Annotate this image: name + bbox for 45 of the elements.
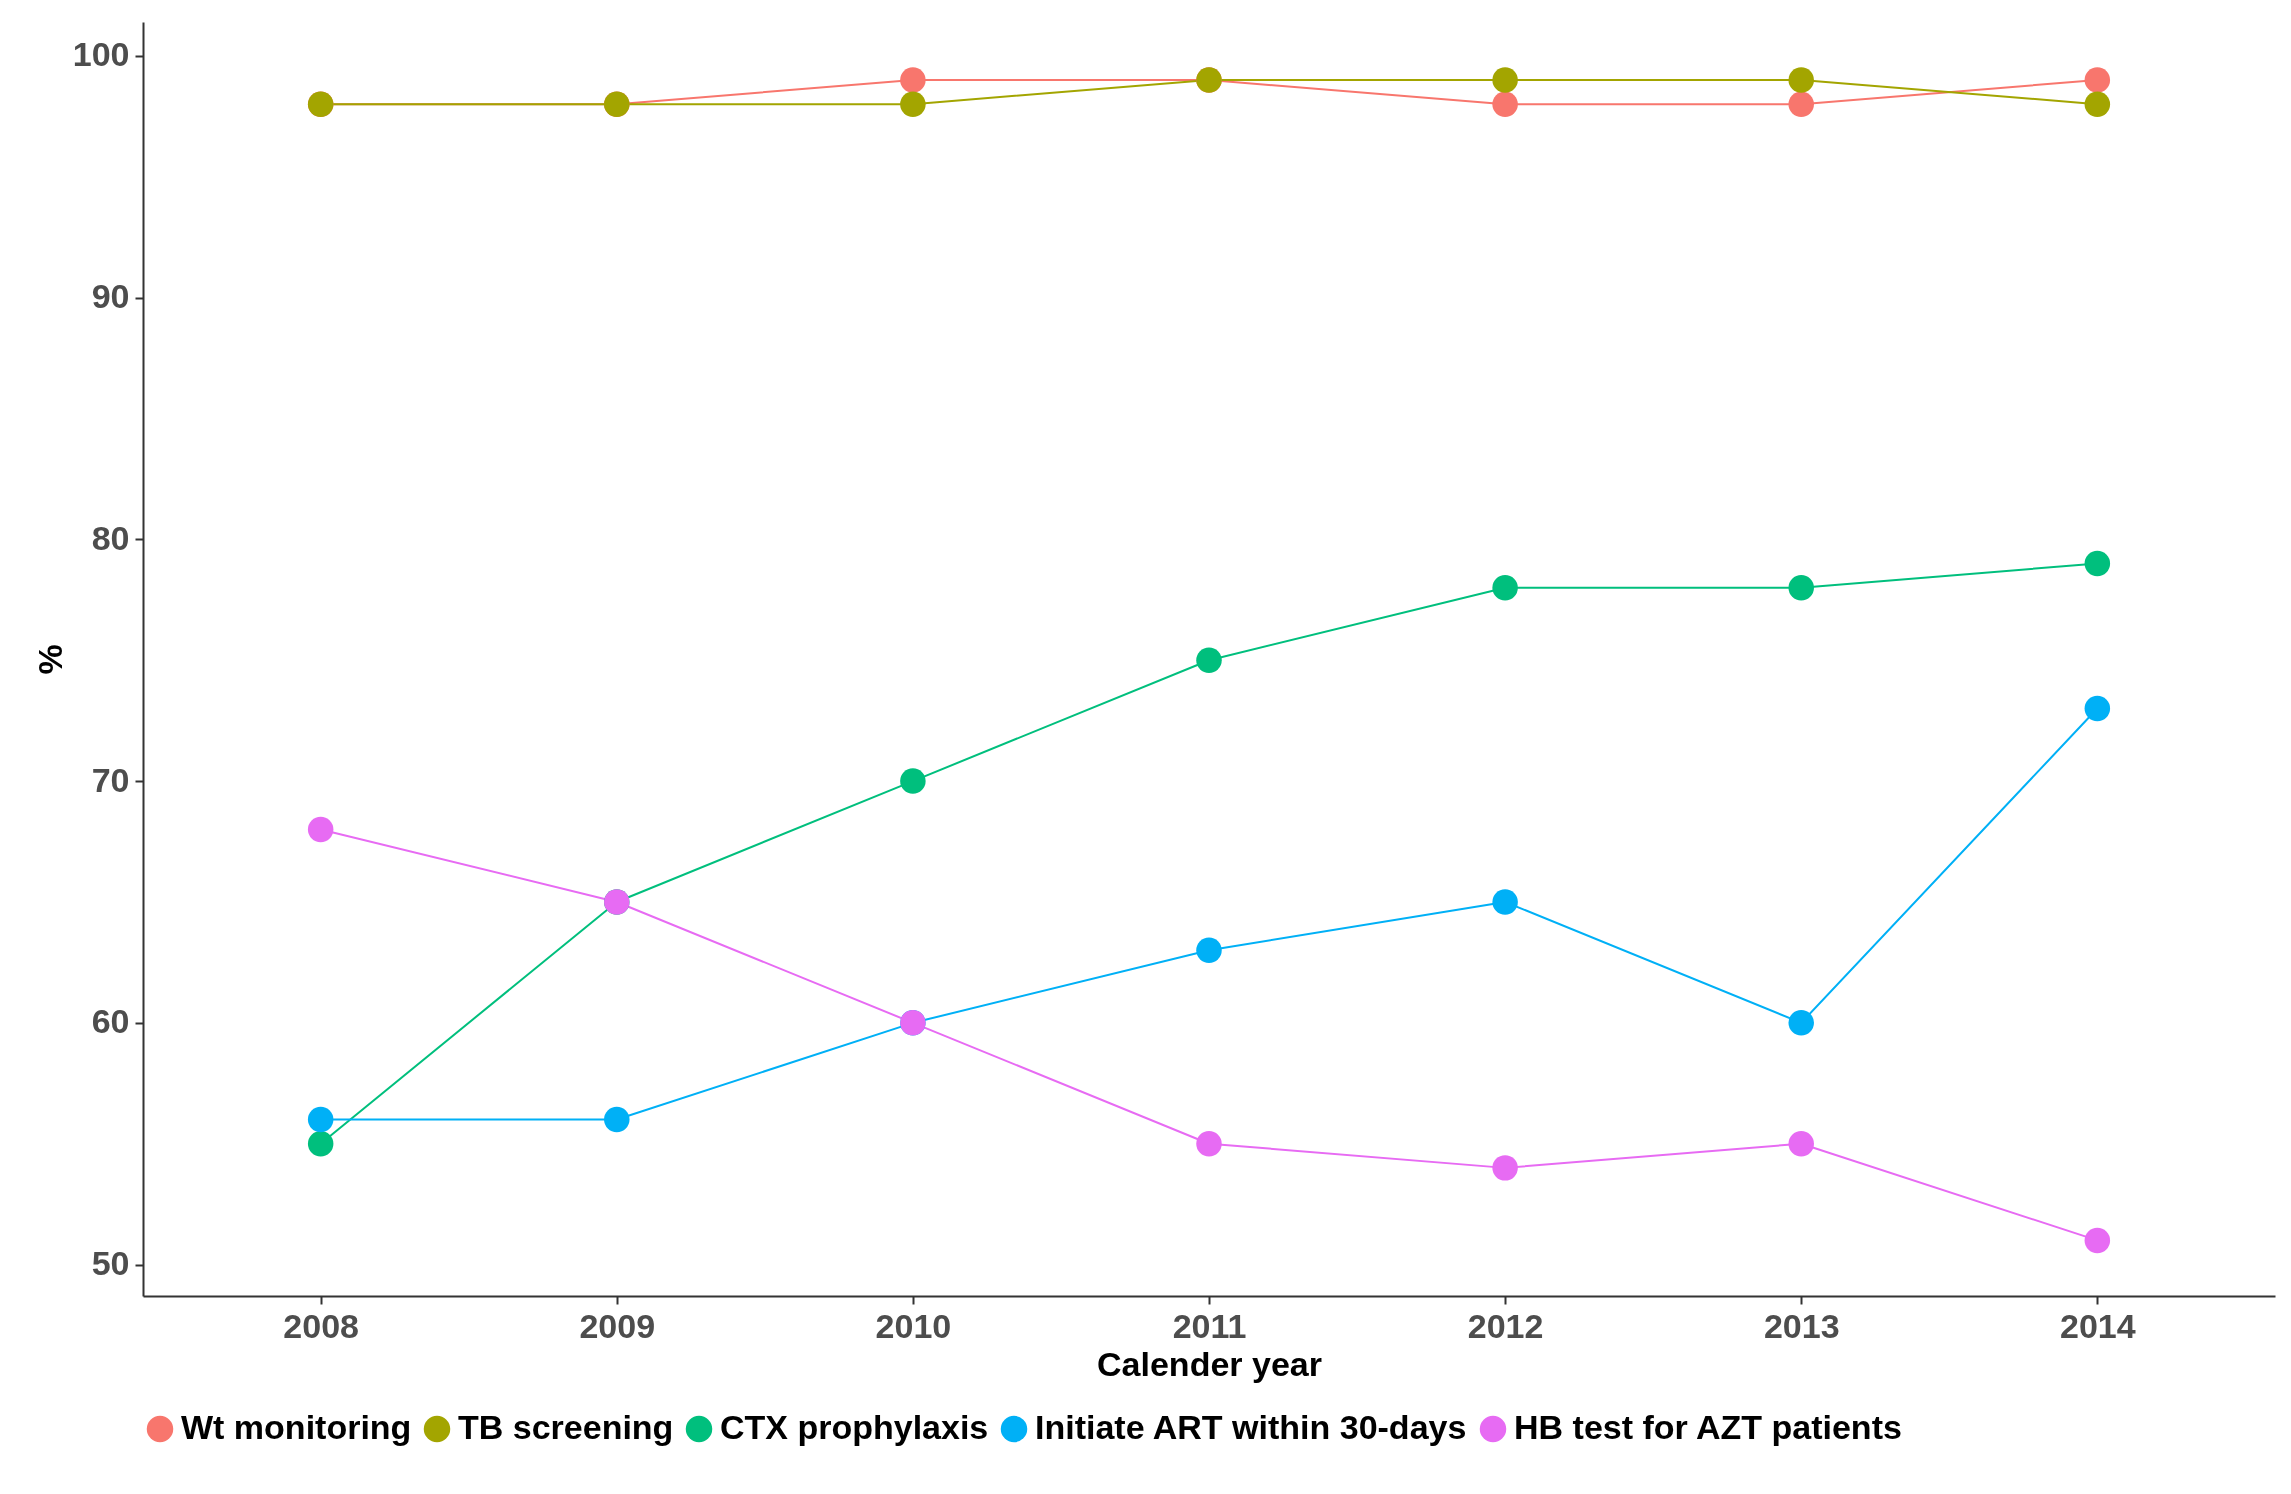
x-tick-label: 2011 [1172,1306,1247,1345]
x-tick-label: 2010 [875,1306,952,1345]
point [1196,937,1222,964]
point [307,816,334,843]
x-axis-title: Calender year [1097,1344,1322,1383]
point [900,91,926,117]
point [1788,1010,1814,1036]
point [1788,67,1814,93]
point [2084,550,2111,577]
legend-label: Initiate ART within 30-days [1035,1408,1467,1446]
x-tick-label: 2013 [1763,1306,1840,1345]
point [1788,1130,1814,1157]
point [2084,1227,2111,1254]
point [2084,67,2111,93]
point [1788,91,1814,117]
x-tick-label: 2009 [579,1306,656,1345]
legend-label: CTX prophylaxis [720,1408,989,1446]
y-tick-label: 60 [91,1002,130,1041]
point [604,1106,630,1133]
point [1492,574,1518,601]
point [307,1130,334,1157]
point [1196,647,1222,673]
legend-label: Wt monitoring [181,1408,412,1446]
y-tick-label: 80 [91,518,130,557]
point [2084,91,2111,117]
point [2084,695,2111,722]
y-axis-title: % [30,644,69,675]
point [900,768,926,794]
legend-label: TB screening [458,1408,674,1446]
point [900,67,926,93]
point [1196,1130,1222,1157]
point [1788,574,1814,601]
point [307,1106,334,1133]
legend-label: HB test for AZT patients [1514,1408,1902,1446]
x-tick-label: 2014 [2060,1306,2136,1345]
y-tick-label: 90 [91,277,130,316]
point [1492,889,1518,915]
point [1492,67,1518,93]
point [1492,1155,1518,1181]
x-tick-label: 2012 [1467,1306,1544,1345]
y-tick-label: 70 [91,760,130,799]
y-tick-label: 100 [72,35,130,74]
x-tick-label: 2008 [283,1306,359,1345]
point [1492,91,1518,117]
y-tick-label: 50 [91,1244,130,1283]
